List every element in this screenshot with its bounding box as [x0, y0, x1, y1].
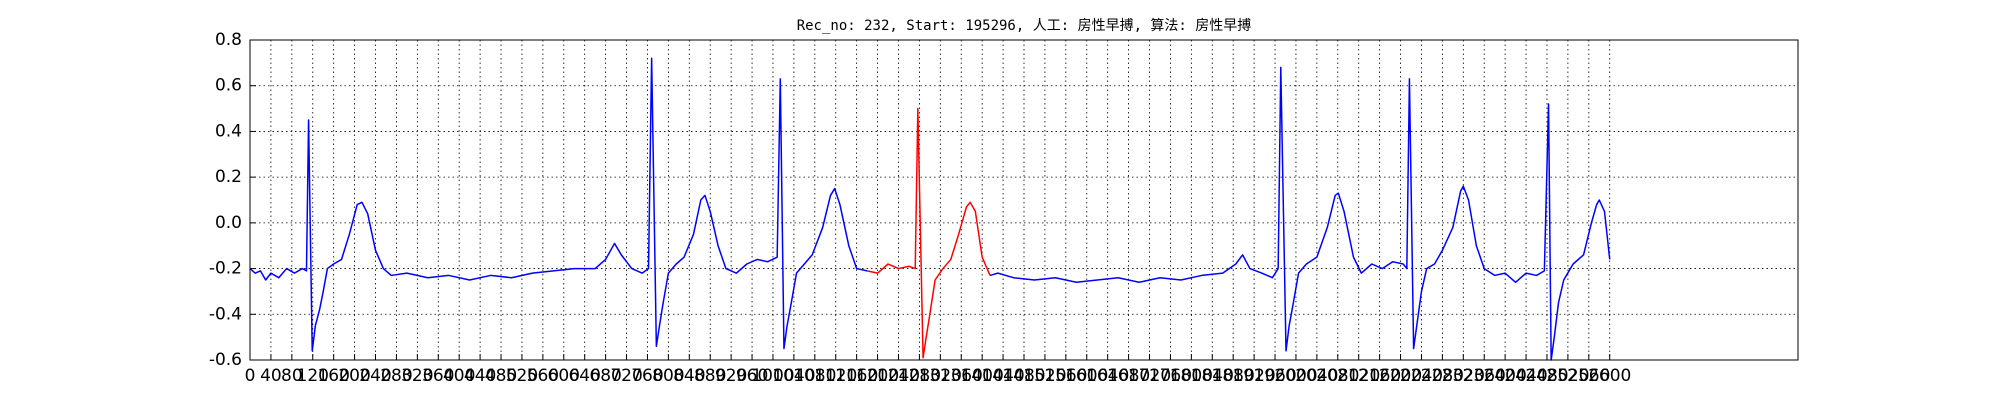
x-tick-label: 1360: [940, 366, 983, 386]
x-tick-label: 720: [610, 366, 642, 386]
x-tick-label: 240: [359, 366, 391, 386]
x-tick-label: 1640: [1086, 366, 1129, 386]
x-tick-label: 880: [694, 366, 726, 386]
x-tick-label: 2160: [1358, 366, 1401, 386]
x-tick-label: 2320: [1442, 366, 1485, 386]
x-tick-label: 1520: [1023, 366, 1066, 386]
x-tick-label: 1800: [1170, 366, 1213, 386]
x-tick-label: 2440: [1504, 366, 1547, 386]
x-tick-label: 1440: [981, 366, 1024, 386]
x-tick-label: 840: [673, 366, 705, 386]
x-tick-label: 640: [568, 366, 600, 386]
x-tick-label: 800: [652, 366, 684, 386]
x-tick-label: 200: [338, 366, 370, 386]
x-tick-label: 2120: [1337, 366, 1380, 386]
x-tick-label: 1760: [1149, 366, 1192, 386]
x-tick-label: 520: [506, 366, 538, 386]
x-tick-label: 1600: [1065, 366, 1108, 386]
x-tick-label: 2040: [1295, 366, 1338, 386]
x-tick-label: 2360: [1463, 366, 1506, 386]
x-tick-label: 40: [260, 366, 282, 386]
ecg-line: [249, 57, 1611, 361]
x-tick-label: 600: [548, 366, 580, 386]
ecg-line: [866, 107, 991, 359]
x-tick-label: 1880: [1212, 366, 1255, 386]
x-tick-label: 80: [281, 366, 303, 386]
x-tick-label: 1000: [751, 366, 794, 386]
x-tick-label: 560: [527, 366, 559, 386]
x-tick-label: 1240: [877, 366, 920, 386]
y-tick-label: 0.0: [215, 213, 242, 233]
x-tick-label: 480: [485, 366, 517, 386]
x-tick-label: 1720: [1128, 366, 1171, 386]
x-tick-label: 2000: [1274, 366, 1317, 386]
x-tick-label: 120: [297, 366, 329, 386]
x-tick-label: 680: [589, 366, 621, 386]
x-tick-label: 1280: [898, 366, 941, 386]
x-tick-label: 1560: [1044, 366, 1087, 386]
y-tick-label: -0.6: [209, 350, 242, 370]
x-tick-label: 1160: [835, 366, 878, 386]
y-tick-label: 0.2: [215, 167, 242, 187]
x-tick-label: 1920: [1232, 366, 1275, 386]
y-tick-label: -0.4: [209, 304, 242, 324]
x-tick-label: 1120: [814, 366, 857, 386]
x-tick-label: 2600: [1588, 366, 1631, 386]
y-tick-label: 0.6: [215, 76, 242, 96]
x-tick-label: 1080: [793, 366, 836, 386]
x-tick-label: 2200: [1379, 366, 1422, 386]
x-tick-label: 2520: [1546, 366, 1589, 386]
x-tick-label: 1680: [1107, 366, 1150, 386]
x-tick-label: 2400: [1484, 366, 1527, 386]
x-tick-label: 280: [380, 366, 412, 386]
x-tick-label: 1040: [772, 366, 815, 386]
y-tick-label: 0.8: [215, 30, 242, 50]
x-tick-label: 2560: [1567, 366, 1610, 386]
x-tick-label: 2240: [1400, 366, 1443, 386]
x-tick-label: 0: [245, 366, 256, 386]
plot-frame: [249, 39, 1799, 361]
x-tick-label: 1200: [856, 366, 899, 386]
x-tick-label: 160: [317, 366, 349, 386]
x-tick-label: 400: [443, 366, 475, 386]
x-tick-label: 960: [736, 366, 768, 386]
chart-title: Rec_no: 232, Start: 195296, 人工: 房性早搏, 算法…: [797, 17, 1252, 34]
x-tick-label: 440: [464, 366, 496, 386]
x-tick-label: 2080: [1316, 366, 1359, 386]
x-tick-label: 920: [715, 366, 747, 386]
y-tick-label: 0.4: [215, 121, 242, 141]
x-tick-label: 2280: [1421, 366, 1464, 386]
x-tick-label: 360: [422, 366, 454, 386]
x-tick-label: 2480: [1525, 366, 1568, 386]
x-tick-label: 1960: [1253, 366, 1296, 386]
x-tick-label: 320: [401, 366, 433, 386]
x-tick-label: 1480: [1002, 366, 1045, 386]
x-tick-label: 1840: [1191, 366, 1234, 386]
x-tick-label: 1400: [961, 366, 1004, 386]
x-tick-label: 1320: [919, 366, 962, 386]
x-tick-label: 760: [631, 366, 663, 386]
y-tick-label: -0.2: [209, 259, 242, 279]
